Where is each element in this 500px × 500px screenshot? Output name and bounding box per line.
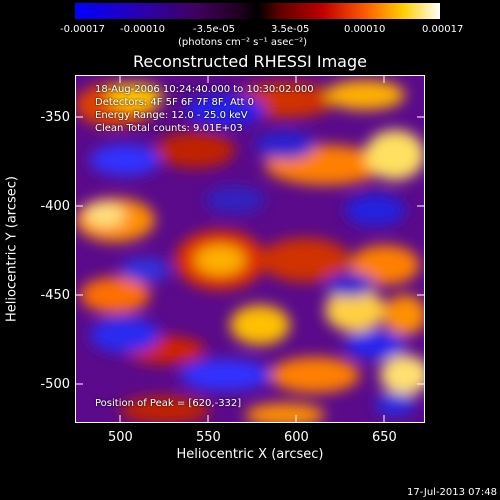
image-title: Reconstructed RHESSI Image — [133, 52, 367, 71]
y-axis-label: Heliocentric Y (arcsec) — [4, 176, 20, 322]
colorbar-tick: 3.5e-05 — [271, 24, 310, 35]
peak-position-label: Position of Peak = [620,-332] — [95, 398, 242, 409]
energy-range-label: Energy Range: 12.0 - 25.0 keV — [95, 110, 248, 121]
x-axis-label: Heliocentric X (arcsec) — [176, 447, 324, 462]
colorbar-tick: -3.5e-05 — [193, 24, 235, 35]
colorbar-units: (photons cm⁻² s⁻¹ asec⁻²) — [178, 37, 308, 48]
x-tick-label: 500 — [108, 430, 133, 445]
y-tick-label: -450 — [40, 288, 70, 303]
colorbar — [75, 3, 440, 19]
x-tick-label: 650 — [372, 430, 397, 445]
y-tick-label: -400 — [40, 199, 70, 214]
reconstructed-image — [75, 75, 425, 423]
y-tick-label: -500 — [40, 377, 70, 392]
time-range-label: 18-Aug-2006 10:24:40.000 to 10:30:02.000 — [95, 84, 314, 95]
colorbar-tick: 0.00010 — [344, 24, 386, 35]
y-tick-label: -350 — [40, 110, 70, 125]
x-tick-label: 600 — [284, 430, 309, 445]
colorbar-tick: -0.00017 — [60, 24, 105, 35]
timestamp-footer: 17-Jul-2013 07:48 — [406, 487, 497, 498]
detectors-label: Detectors: 4F 5F 6F 7F 8F, Att 0 — [95, 97, 255, 108]
total-counts-label: Clean Total counts: 9.01E+03 — [95, 123, 243, 134]
x-tick-label: 550 — [196, 430, 221, 445]
colorbar-tick: 0.00017 — [422, 24, 464, 35]
colorbar-tick: -0.00010 — [120, 24, 165, 35]
